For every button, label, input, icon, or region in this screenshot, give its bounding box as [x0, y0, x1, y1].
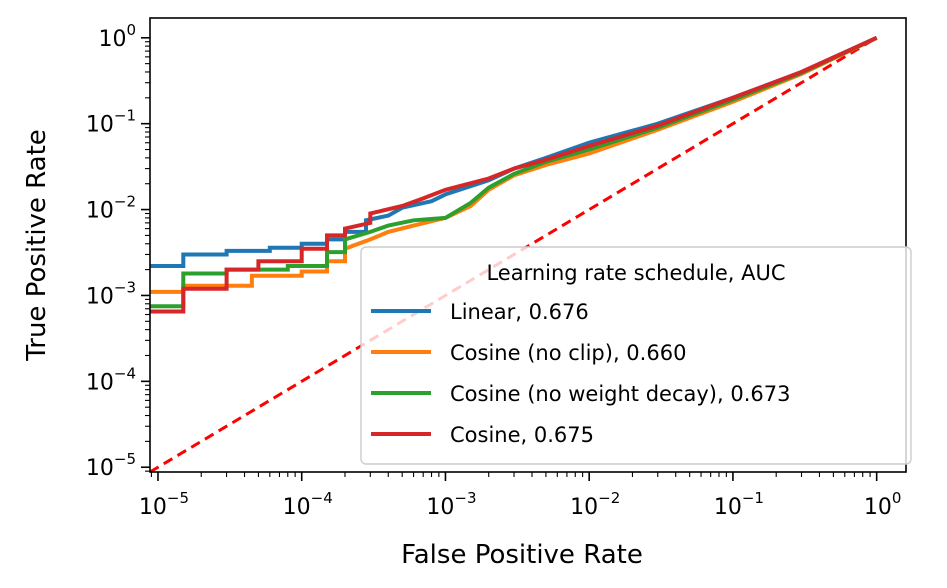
x-tick-label: 10−1 — [714, 489, 764, 520]
y-tick-label: 10−5 — [86, 450, 136, 481]
legend: Learning rate schedule, AUC Linear, 0.676… — [360, 246, 912, 465]
y-tick-label: 10−4 — [86, 364, 136, 395]
y-tick-label: 10−2 — [86, 193, 136, 224]
y-axis-title: True Positive Rate — [22, 129, 52, 362]
x-tick-label: 10−4 — [283, 489, 333, 520]
legend-box — [360, 246, 912, 465]
x-tick-label: 10−2 — [570, 489, 620, 520]
y-tick-label: 10−1 — [86, 107, 136, 138]
legend-label: Cosine (no weight decay), 0.673 — [450, 382, 790, 406]
x-tick-label: 100 — [864, 489, 902, 520]
series-line-4 — [150, 35, 878, 314]
legend-title: Learning rate schedule, AUC — [486, 261, 785, 285]
x-axis-title: False Positive Rate — [401, 540, 643, 570]
legend-label: Linear, 0.676 — [450, 300, 589, 324]
series-line-2 — [150, 35, 878, 294]
axes-ticks: 10−5 10−4 10−3 10−2 10−1 100 10−5 10−4 10−3 10−2 1… — [86, 21, 902, 520]
x-tick-label: 10−5 — [139, 489, 189, 520]
legend-label: Cosine, 0.675 — [450, 423, 594, 447]
x-tick-label: 10−3 — [426, 489, 476, 520]
y-tick-label: 10−3 — [86, 278, 136, 309]
plot-frame — [149, 17, 907, 473]
legend-label: Cosine (no clip), 0.660 — [450, 341, 686, 365]
y-tick-label: 100 — [98, 21, 136, 52]
